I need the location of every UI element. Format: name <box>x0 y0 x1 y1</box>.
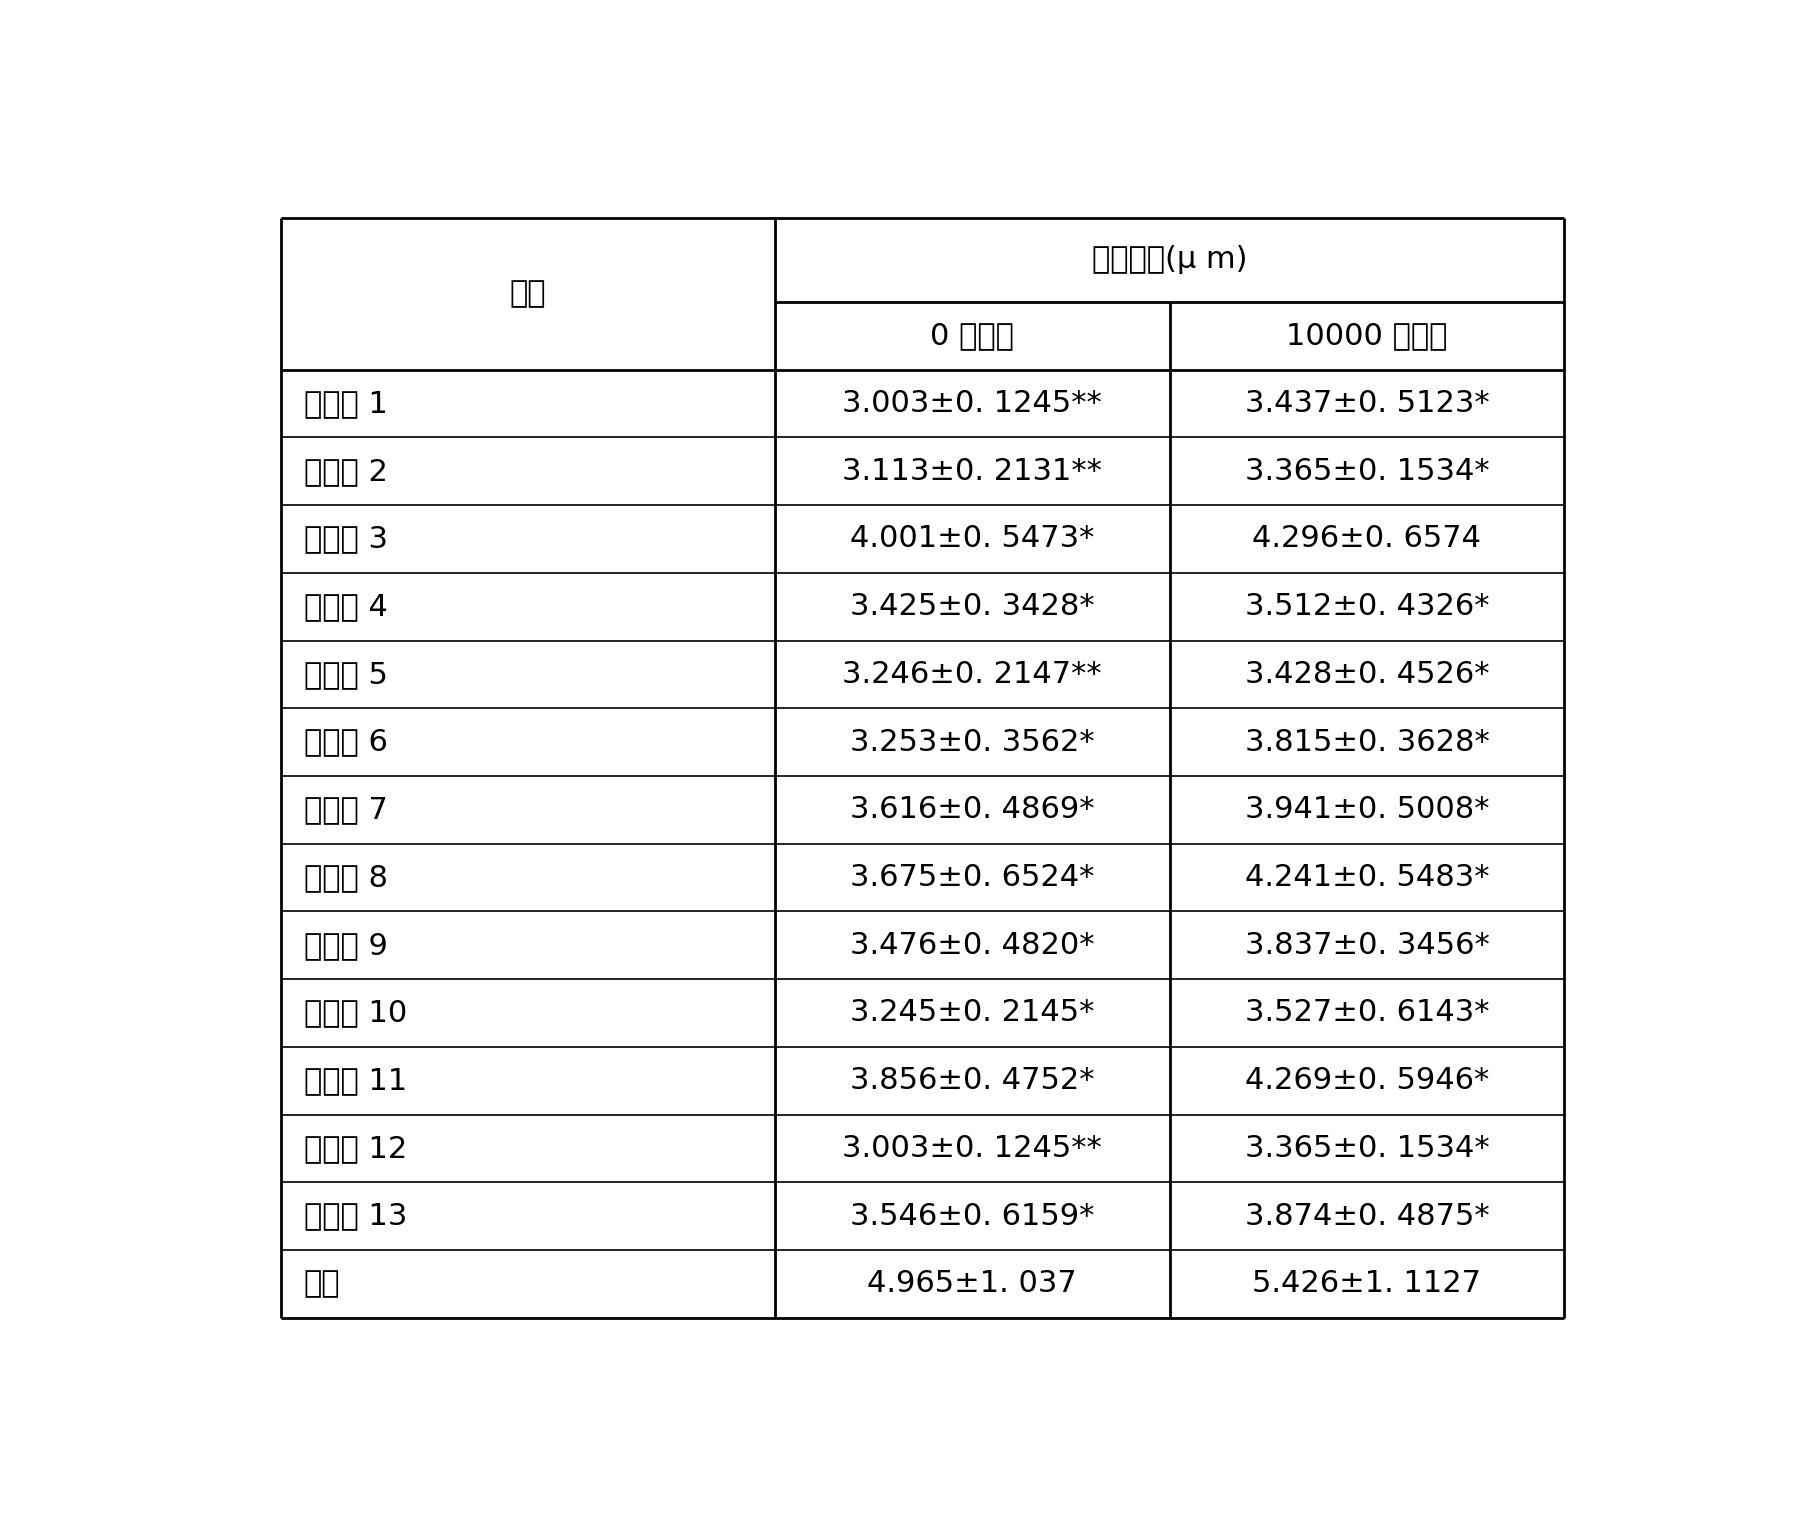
Text: 4.965±1. 037: 4.965±1. 037 <box>868 1269 1076 1298</box>
Text: 3.874±0. 4875*: 3.874±0. 4875* <box>1244 1202 1489 1231</box>
Text: 0 次冲击: 0 次冲击 <box>931 321 1013 350</box>
Text: 3.546±0. 6159*: 3.546±0. 6159* <box>850 1202 1094 1231</box>
Text: 3.425±0. 3428*: 3.425±0. 3428* <box>850 593 1094 622</box>
Text: 3.856±0. 4752*: 3.856±0. 4752* <box>850 1066 1094 1096</box>
Text: 3.365±0. 1534*: 3.365±0. 1534* <box>1244 1134 1489 1163</box>
Text: 实施例 8: 实施例 8 <box>304 863 389 892</box>
Text: 3.527±0. 6143*: 3.527±0. 6143* <box>1244 999 1489 1028</box>
Text: 3.113±0. 2131**: 3.113±0. 2131** <box>842 456 1102 486</box>
Text: 实施例 11: 实施例 11 <box>304 1066 407 1096</box>
Text: 3.837±0. 3456*: 3.837±0. 3456* <box>1244 930 1489 959</box>
Text: 3.437±0. 5123*: 3.437±0. 5123* <box>1244 389 1489 418</box>
Text: 3.512±0. 4326*: 3.512±0. 4326* <box>1244 593 1489 622</box>
Text: 实施例 6: 实施例 6 <box>304 728 387 757</box>
Text: 实施例 7: 实施例 7 <box>304 795 387 824</box>
Text: 实施例 10: 实施例 10 <box>304 999 407 1028</box>
Text: 实施例 2: 实施例 2 <box>304 456 387 486</box>
Text: 实施例 9: 实施例 9 <box>304 930 387 959</box>
Text: 3.365±0. 1534*: 3.365±0. 1534* <box>1244 456 1489 486</box>
Text: 3.245±0. 2145*: 3.245±0. 2145* <box>850 999 1094 1028</box>
Text: 3.253±0. 3562*: 3.253±0. 3562* <box>850 728 1094 757</box>
Text: 牙胶: 牙胶 <box>304 1269 340 1298</box>
Text: 4.001±0. 5473*: 4.001±0. 5473* <box>850 524 1094 553</box>
Text: 10000 次冲击: 10000 次冲击 <box>1287 321 1447 350</box>
Text: 4.269±0. 5946*: 4.269±0. 5946* <box>1246 1066 1489 1096</box>
Text: 实施例 3: 实施例 3 <box>304 524 389 553</box>
Text: 缝隙长度(μ m): 缝隙长度(μ m) <box>1093 245 1247 274</box>
Text: 实施例 1: 实施例 1 <box>304 389 387 418</box>
Text: 3.003±0. 1245**: 3.003±0. 1245** <box>842 389 1102 418</box>
Text: 实施例 4: 实施例 4 <box>304 593 387 622</box>
Text: 实施例 5: 实施例 5 <box>304 660 387 689</box>
Text: 4.241±0. 5483*: 4.241±0. 5483* <box>1244 863 1489 892</box>
Text: 3.941±0. 5008*: 3.941±0. 5008* <box>1244 795 1489 824</box>
Text: 组别: 组别 <box>509 280 545 309</box>
Text: 3.815±0. 3628*: 3.815±0. 3628* <box>1244 728 1489 757</box>
Text: 3.616±0. 4869*: 3.616±0. 4869* <box>850 795 1094 824</box>
Text: 3.476±0. 4820*: 3.476±0. 4820* <box>850 930 1094 959</box>
Text: 实施例 13: 实施例 13 <box>304 1202 407 1231</box>
Text: 3.428±0. 4526*: 3.428±0. 4526* <box>1244 660 1489 689</box>
Text: 4.296±0. 6574: 4.296±0. 6574 <box>1253 524 1481 553</box>
Text: 5.426±1. 1127: 5.426±1. 1127 <box>1253 1269 1481 1298</box>
Text: 3.246±0. 2147**: 3.246±0. 2147** <box>842 660 1102 689</box>
Text: 实施例 12: 实施例 12 <box>304 1134 407 1163</box>
Text: 3.003±0. 1245**: 3.003±0. 1245** <box>842 1134 1102 1163</box>
Text: 3.675±0. 6524*: 3.675±0. 6524* <box>850 863 1094 892</box>
